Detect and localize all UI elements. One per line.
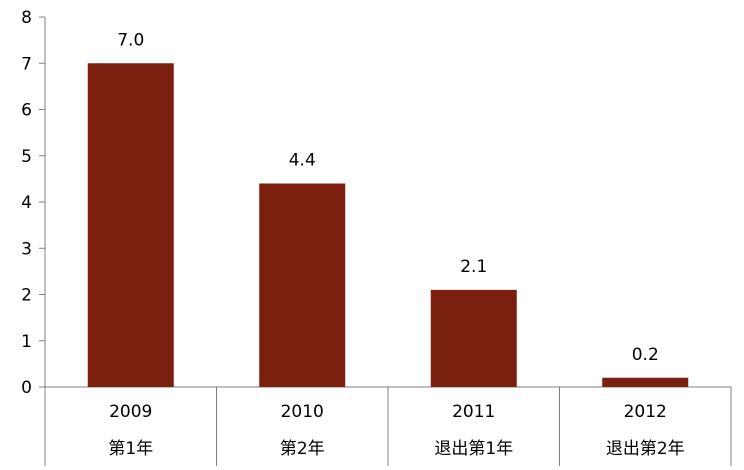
category-label: 2010 (281, 402, 324, 422)
category-labels: 2009 第1年 2010 第2年 2011 退出第1年 2012 退出第2年 (108, 402, 684, 459)
data-label: 0.2 (632, 345, 659, 365)
category-sublabel: 第1年 (108, 439, 153, 459)
bar (87, 63, 174, 387)
bar (259, 183, 346, 387)
category-label: 2012 (624, 402, 667, 422)
bar (602, 377, 689, 387)
y-axis: 0 1 2 3 4 5 6 7 8 (21, 8, 46, 466)
data-label: 4.4 (289, 151, 316, 171)
y-tick-label: 1 (21, 332, 32, 352)
y-tick-label: 2 (21, 286, 32, 306)
category-sublabel: 第2年 (280, 439, 325, 459)
y-tick-label: 6 (21, 101, 32, 121)
y-tick-label: 4 (21, 193, 32, 213)
y-tick-label: 8 (21, 8, 32, 28)
bar (430, 289, 517, 387)
bars (87, 63, 689, 387)
data-label: 7.0 (117, 30, 144, 50)
category-sublabel: 退出第2年 (606, 439, 685, 459)
y-tick-label: 5 (21, 147, 32, 167)
category-label: 2009 (109, 402, 152, 422)
y-tick-label: 7 (21, 54, 32, 74)
category-label: 2011 (452, 402, 495, 422)
data-label: 2.1 (460, 257, 487, 277)
y-tick-label: 0 (21, 378, 32, 398)
y-tick-label: 3 (21, 239, 32, 259)
category-sublabel: 退出第1年 (434, 439, 513, 459)
data-labels: 7.0 4.4 2.1 0.2 (117, 30, 659, 365)
